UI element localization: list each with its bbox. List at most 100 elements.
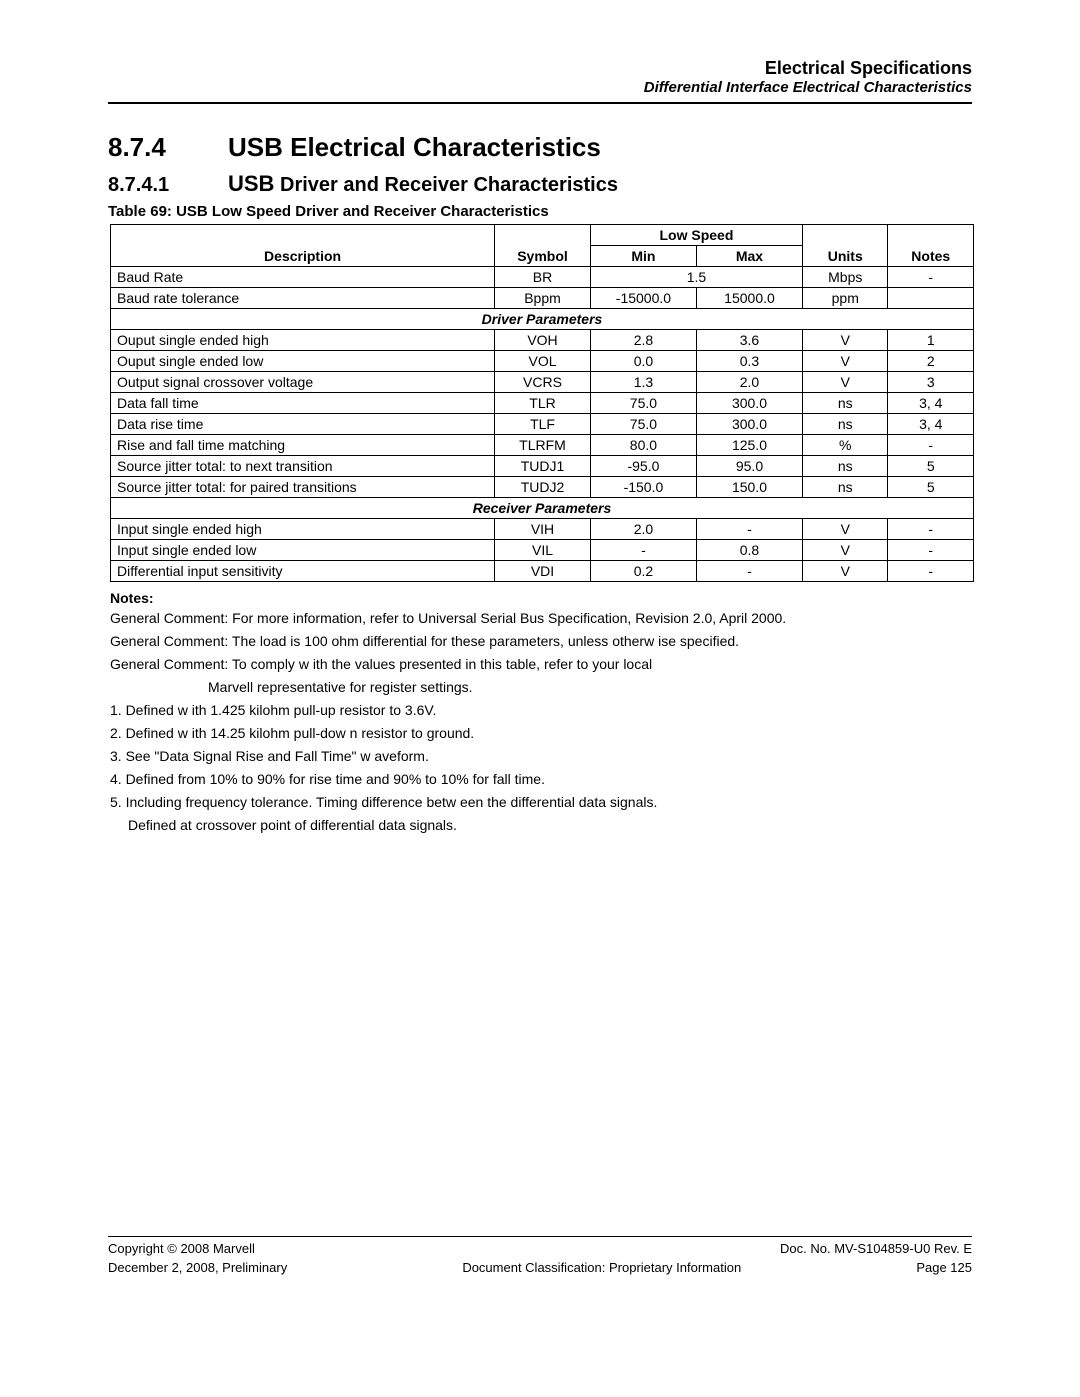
cell-units: V <box>803 351 888 372</box>
th-symbol: Symbol <box>495 225 591 267</box>
table-row: Source jitter total: for paired transiti… <box>111 477 974 498</box>
cell-symbol: VDI <box>495 561 591 582</box>
cell-description: Baud rate tolerance <box>111 288 495 309</box>
table-row: Baud rate toleranceBppm-15000.015000.0pp… <box>111 288 974 309</box>
table-row: Input single ended lowVIL-0.8V- <box>111 540 974 561</box>
cell-notes: 3, 4 <box>888 393 974 414</box>
cell-notes: 1 <box>888 330 974 351</box>
cell-merged: 1.5 <box>590 267 802 288</box>
table-caption: Table 69: USB Low Speed Driver and Recei… <box>108 203 972 220</box>
subsection-title-prefix: USB <box>228 171 274 196</box>
cell-description: Rise and fall time matching <box>111 435 495 456</box>
cell-min: 0.0 <box>590 351 696 372</box>
page-footer: Copyright © 2008 Marvell Doc. No. MV-S10… <box>108 1236 972 1275</box>
cell-description: Ouput single ended low <box>111 351 495 372</box>
cell-notes: 3 <box>888 372 974 393</box>
cell-units: ns <box>803 414 888 435</box>
cell-symbol: VOL <box>495 351 591 372</box>
cell-units: Mbps <box>803 267 888 288</box>
section-title: USB Electrical Characteristics <box>228 132 601 163</box>
note-line: General Comment: To comply w ith the val… <box>110 654 972 675</box>
footer-date: December 2, 2008, Preliminary <box>108 1260 287 1275</box>
th-notes: Notes <box>888 225 974 267</box>
cell-notes: - <box>888 267 974 288</box>
table-row: Differential input sensitivityVDI0.2-V- <box>111 561 974 582</box>
cell-symbol: VCRS <box>495 372 591 393</box>
cell-symbol: TUDJ1 <box>495 456 591 477</box>
cell-units: V <box>803 540 888 561</box>
cell-symbol: VIH <box>495 519 591 540</box>
table-row: Ouput single ended highVOH2.83.6V1 <box>111 330 974 351</box>
cell-symbol: BR <box>495 267 591 288</box>
cell-units: % <box>803 435 888 456</box>
cell-max: 0.3 <box>696 351 802 372</box>
cell-notes: 5 <box>888 477 974 498</box>
cell-symbol: TLF <box>495 414 591 435</box>
section-cell: Driver Parameters <box>111 309 974 330</box>
cell-max: 95.0 <box>696 456 802 477</box>
cell-units: ppm <box>803 288 888 309</box>
cell-max: 3.6 <box>696 330 802 351</box>
cell-description: Output signal crossover voltage <box>111 372 495 393</box>
cell-notes: - <box>888 435 974 456</box>
cell-notes <box>888 288 974 309</box>
cell-units: ns <box>803 456 888 477</box>
cell-description: Data rise time <box>111 414 495 435</box>
table-row: Rise and fall time matchingTLRFM80.0125.… <box>111 435 974 456</box>
page-header-subtitle: Differential Interface Electrical Charac… <box>108 79 972 96</box>
th-max: Max <box>696 246 802 267</box>
table-section-row: Receiver Parameters <box>111 498 974 519</box>
cell-max: 300.0 <box>696 414 802 435</box>
cell-symbol: TLR <box>495 393 591 414</box>
cell-description: Source jitter total: to next transition <box>111 456 495 477</box>
section-cell: Receiver Parameters <box>111 498 974 519</box>
table-row: Data fall timeTLR75.0300.0ns3, 4 <box>111 393 974 414</box>
page-header-title: Electrical Specifications <box>108 58 972 79</box>
th-super: Low Speed <box>590 225 802 246</box>
th-units: Units <box>803 225 888 267</box>
footer-docno: Doc. No. MV-S104859-U0 Rev. E <box>780 1241 972 1256</box>
section-number: 8.7.4 <box>108 132 228 163</box>
note-line-indent: Marvell representative for register sett… <box>208 677 972 698</box>
cell-symbol: VOH <box>495 330 591 351</box>
footer-rule <box>108 1236 972 1237</box>
cell-max: 150.0 <box>696 477 802 498</box>
table-row: Ouput single ended lowVOL0.00.3V2 <box>111 351 974 372</box>
cell-description: Data fall time <box>111 393 495 414</box>
cell-min: 0.2 <box>590 561 696 582</box>
table-row: Input single ended highVIH2.0-V- <box>111 519 974 540</box>
cell-symbol: TLRFM <box>495 435 591 456</box>
cell-description: Baud Rate <box>111 267 495 288</box>
subsection-title: USB Driver and Receiver Characteristics <box>228 171 618 197</box>
cell-description: Differential input sensitivity <box>111 561 495 582</box>
cell-units: ns <box>803 393 888 414</box>
cell-description: Ouput single ended high <box>111 330 495 351</box>
cell-notes: - <box>888 519 974 540</box>
cell-min: -150.0 <box>590 477 696 498</box>
cell-symbol: VIL <box>495 540 591 561</box>
note-numbered: 3. See "Data Signal Rise and Fall Time" … <box>110 746 972 767</box>
cell-min: - <box>590 540 696 561</box>
table-row: Data rise timeTLF75.0300.0ns3, 4 <box>111 414 974 435</box>
cell-description: Input single ended high <box>111 519 495 540</box>
footer-copyright: Copyright © 2008 Marvell <box>108 1241 255 1256</box>
cell-notes: 3, 4 <box>888 414 974 435</box>
cell-min: 2.0 <box>590 519 696 540</box>
cell-units: V <box>803 561 888 582</box>
cell-max: 2.0 <box>696 372 802 393</box>
cell-max: 300.0 <box>696 393 802 414</box>
footer-page: Page 125 <box>916 1260 972 1275</box>
note-numbered: 5. Including frequency tolerance. Timing… <box>110 792 972 813</box>
cell-max: 0.8 <box>696 540 802 561</box>
table-row: Source jitter total: to next transitionT… <box>111 456 974 477</box>
subsection-title-rest: Driver and Receiver Characteristics <box>274 174 618 196</box>
cell-max: 125.0 <box>696 435 802 456</box>
header-rule <box>108 102 972 104</box>
note-numbered: 2. Defined w ith 14.25 kilohm pull-dow n… <box>110 723 972 744</box>
characteristics-table: Description Symbol Low Speed Units Notes… <box>110 224 974 582</box>
note-numbered: 4. Defined from 10% to 90% for rise time… <box>110 769 972 790</box>
cell-max: - <box>696 561 802 582</box>
cell-min: 1.3 <box>590 372 696 393</box>
cell-symbol: Bppm <box>495 288 591 309</box>
cell-units: V <box>803 519 888 540</box>
